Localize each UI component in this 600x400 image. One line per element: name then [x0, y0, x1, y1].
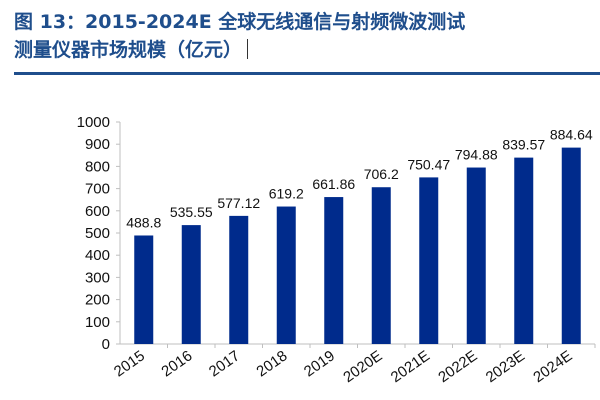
bars	[134, 147, 581, 344]
y-tick-label: 700	[85, 181, 110, 198]
y-axis: 0 100 200 300 400 500 600 700 800 900 1000	[77, 114, 121, 353]
y-tick-label: 400	[85, 247, 110, 264]
bar	[561, 147, 581, 344]
text-cursor	[247, 39, 249, 59]
chart-title-line-2-text: 测量仪器市场规模（亿元）	[14, 39, 243, 61]
chart-title-line-1: 图 13：2015-2024E 全球无线通信与射频微波测试	[14, 11, 466, 33]
data-label: 706.2	[364, 166, 399, 182]
bar	[229, 215, 249, 344]
y-tick-label: 800	[85, 158, 110, 175]
y-tick-label: 300	[85, 269, 110, 286]
x-tick-label: 2016	[158, 347, 195, 380]
data-label: 577.12	[217, 195, 260, 211]
y-tick-label: 200	[85, 292, 110, 309]
chart-title: 图 13：2015-2024E 全球无线通信与射频微波测试 测量仪器市场规模（亿…	[14, 8, 594, 64]
y-tick-label: 500	[85, 225, 110, 242]
bar	[466, 167, 486, 344]
x-tick-label: 2017	[206, 347, 243, 380]
data-label: 750.47	[407, 156, 450, 172]
y-tick-label: 1000	[77, 114, 110, 131]
data-label: 488.8	[126, 214, 161, 230]
x-tick-label: 2015	[111, 347, 148, 380]
x-tick-label: 2023E	[483, 347, 528, 386]
bar	[276, 206, 296, 344]
bar	[419, 177, 439, 344]
y-tick-label: 0	[102, 336, 110, 353]
bar	[371, 187, 391, 344]
x-tick-label: 2024E	[530, 347, 575, 386]
x-tick-label: 2020E	[340, 347, 385, 386]
bar	[181, 225, 201, 344]
y-tick-label: 100	[85, 314, 110, 331]
title-divider	[14, 72, 600, 75]
x-tick-label: 2018	[253, 347, 290, 380]
data-label: 619.2	[269, 186, 304, 202]
x-axis: 2015 2016 2017 2018 2019 2020E 2021E 2022E 2023E…	[111, 343, 596, 386]
bar	[324, 197, 344, 344]
bar	[514, 157, 534, 344]
bar	[134, 235, 154, 344]
data-label: 661.86	[312, 176, 355, 192]
x-tick-label: 2022E	[435, 347, 480, 386]
x-tick-label: 2019	[301, 347, 338, 380]
data-label: 535.55	[170, 204, 213, 220]
y-tick-label: 600	[85, 203, 110, 220]
chart-title-line-2: 测量仪器市场规模（亿元）	[14, 36, 594, 64]
data-label: 839.57	[502, 137, 545, 153]
data-label: 884.64	[550, 127, 593, 143]
data-label: 794.88	[455, 147, 498, 163]
y-tick-label: 900	[85, 136, 110, 153]
x-tick-label: 2021E	[388, 347, 433, 386]
